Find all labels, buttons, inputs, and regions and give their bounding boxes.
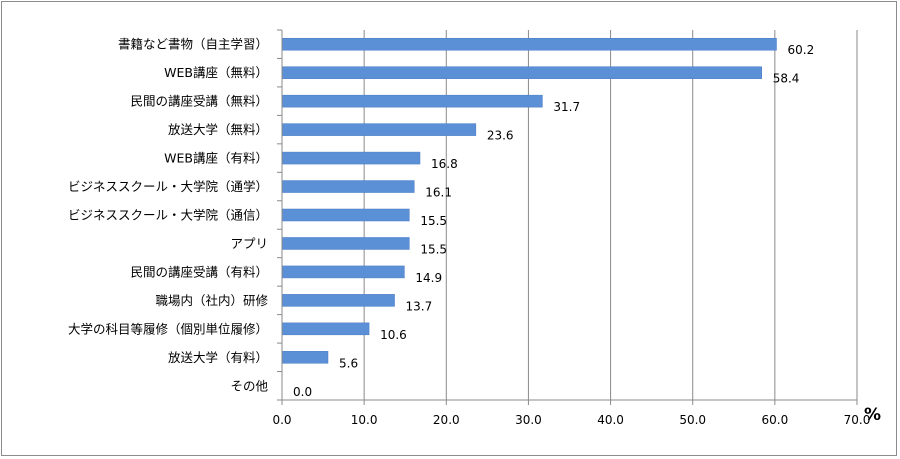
bar bbox=[281, 322, 370, 336]
x-tick-label: 10.0 bbox=[351, 413, 378, 427]
data-label: 60.2 bbox=[788, 43, 815, 57]
category-labels: 書籍など書物（自主学習） WEB講座（無料） 民間の講座受講（無料） 放送大学（無料）… bbox=[68, 37, 269, 394]
data-label: 14.9 bbox=[415, 271, 442, 285]
category-label: 書籍など書物（自主学習） bbox=[118, 37, 268, 52]
data-label: 15.5 bbox=[420, 242, 447, 256]
category-label: 放送大学（有料） bbox=[168, 350, 268, 365]
bar bbox=[281, 208, 410, 222]
x-tick-label: 50.0 bbox=[679, 413, 706, 427]
data-label: 16.1 bbox=[425, 186, 452, 200]
gridlines bbox=[363, 30, 858, 400]
bar bbox=[281, 351, 329, 364]
data-label: 0.0 bbox=[293, 385, 312, 399]
category-label: WEB講座（無料） bbox=[164, 65, 268, 80]
category-label: WEB講座（有料） bbox=[164, 151, 268, 166]
data-label: 16.8 bbox=[431, 157, 458, 171]
bar bbox=[281, 265, 405, 279]
bars bbox=[281, 37, 777, 364]
x-tick-label: 30.0 bbox=[515, 413, 542, 427]
x-tick-label: 60.0 bbox=[761, 413, 788, 427]
bar bbox=[281, 294, 395, 307]
category-label: その他 bbox=[230, 378, 268, 393]
category-label: アプリ bbox=[230, 236, 268, 251]
bar bbox=[281, 123, 477, 136]
data-label: 15.5 bbox=[420, 214, 447, 228]
category-label: ビジネススクール・大学院（通信） bbox=[68, 208, 268, 223]
bar bbox=[281, 66, 762, 79]
x-tick-label: 0.0 bbox=[272, 413, 291, 427]
data-label: 13.7 bbox=[406, 299, 433, 313]
bar bbox=[281, 237, 410, 250]
category-label: ビジネススクール・大学院（通学） bbox=[68, 179, 268, 194]
data-label: 31.7 bbox=[553, 100, 580, 114]
axes bbox=[277, 29, 858, 405]
data-label: 23.6 bbox=[487, 129, 514, 143]
bar bbox=[281, 94, 543, 108]
x-tick-label: 70.0 bbox=[844, 413, 871, 427]
category-label: 大学の科目等履修（個別単位履修） bbox=[68, 321, 268, 336]
bar bbox=[281, 37, 777, 51]
category-label: 放送大学（無料） bbox=[168, 122, 268, 137]
x-tick-label: 20.0 bbox=[433, 413, 460, 427]
x-unit-label: % bbox=[864, 405, 881, 425]
category-label: 職場内（社内）研修 bbox=[155, 293, 268, 308]
x-tick-labels: 0.0 10.0 20.0 30.0 40.0 50.0 60.0 70.0 bbox=[272, 413, 870, 427]
category-label: 民間の講座受講（無料） bbox=[130, 94, 268, 109]
data-labels: 60.2 58.4 31.7 23.6 16.8 16.1 15.5 15.5 14.9 13.7… bbox=[293, 43, 814, 399]
data-label: 10.6 bbox=[380, 328, 407, 342]
bar bbox=[281, 180, 415, 193]
data-label: 58.4 bbox=[773, 72, 800, 86]
category-label: 民間の講座受講（有料） bbox=[130, 264, 268, 279]
data-label: 5.6 bbox=[339, 356, 358, 370]
x-tick-label: 40.0 bbox=[597, 413, 624, 427]
bar bbox=[281, 151, 421, 165]
